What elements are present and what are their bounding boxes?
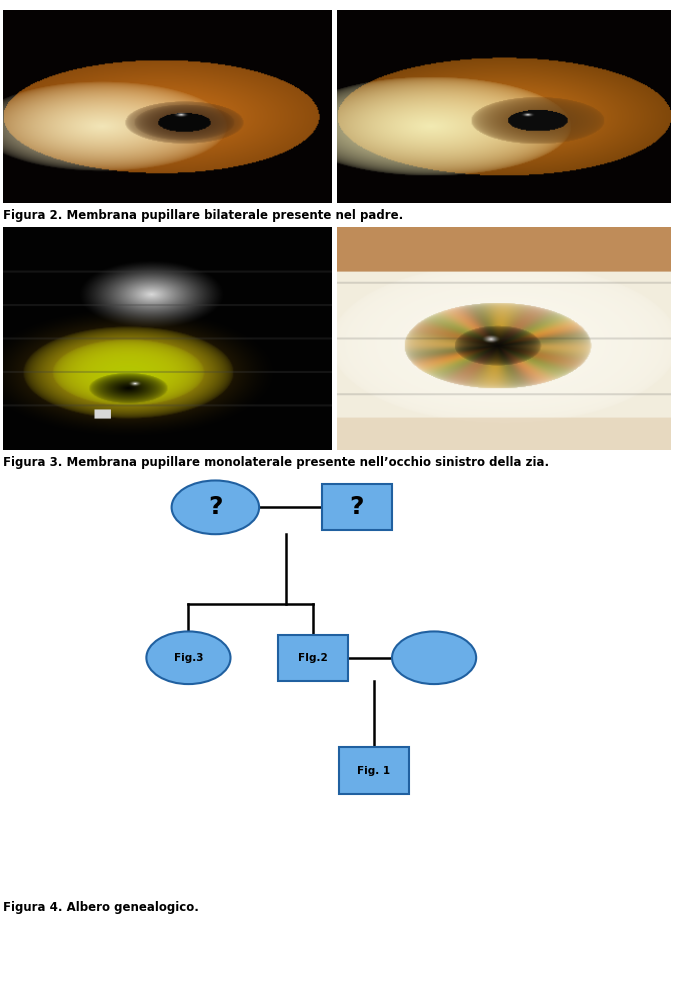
Text: ?: ? bbox=[349, 495, 364, 520]
Text: Figura 4. Albero genealogico.: Figura 4. Albero genealogico. bbox=[3, 901, 199, 914]
FancyBboxPatch shape bbox=[339, 748, 409, 793]
Text: Figura 3. Membrana pupillare monolaterale presente nell’occhio sinistro della zi: Figura 3. Membrana pupillare monolateral… bbox=[3, 456, 549, 469]
Text: Figura 2. Membrana pupillare bilaterale presente nel padre.: Figura 2. Membrana pupillare bilaterale … bbox=[3, 209, 404, 222]
Ellipse shape bbox=[146, 631, 230, 684]
Ellipse shape bbox=[392, 631, 476, 684]
Text: FIg.2: FIg.2 bbox=[298, 653, 328, 663]
Text: ?: ? bbox=[208, 495, 223, 520]
Text: Fig. 1: Fig. 1 bbox=[357, 766, 390, 776]
Ellipse shape bbox=[172, 480, 259, 535]
FancyBboxPatch shape bbox=[278, 634, 348, 681]
FancyBboxPatch shape bbox=[322, 484, 392, 531]
Text: Fig.3: Fig.3 bbox=[174, 653, 203, 663]
